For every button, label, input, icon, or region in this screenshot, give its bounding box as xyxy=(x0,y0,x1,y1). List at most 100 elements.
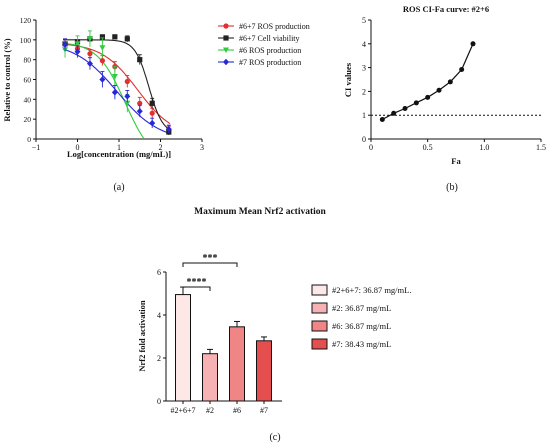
panel-a-y-tick-label: 120 xyxy=(20,16,32,25)
panel-c-bar xyxy=(202,353,218,402)
panel-b-data-point xyxy=(459,67,465,73)
panel-a-data-point xyxy=(136,108,143,115)
panel-a-data-point xyxy=(99,76,106,83)
panel-c-legend-swatch xyxy=(311,284,328,296)
panel-a-y-tick-label: 60 xyxy=(24,76,32,85)
panel-c-legend-label: #2: 36.87 mg/mL xyxy=(332,303,391,313)
panel-c-category-label: #7 xyxy=(260,406,268,415)
panel-c-legend-swatch xyxy=(311,338,328,350)
panel-a-data-point xyxy=(111,74,118,80)
panel-c-y-label: Nrf2 fold activation xyxy=(137,300,147,372)
panel-c-legend-label: #7: 38.43 mg/mL xyxy=(332,339,391,349)
panel-b-label: (b) xyxy=(446,182,458,193)
panel-b-y-tick-label: 3 xyxy=(362,64,366,73)
panel-a-legend-marker xyxy=(223,58,229,66)
panel-b-ci-line xyxy=(382,43,474,121)
panel-a-data-point xyxy=(62,41,69,48)
panel-a-legend: #6+7 ROS production #6+7 Cell viability #6… xyxy=(218,22,310,67)
panel-a-y-tick-label: 80 xyxy=(24,56,32,65)
panel-a-data-point xyxy=(74,48,81,55)
panel-a-legend-marker xyxy=(223,23,229,29)
panel-a-y-tick-label: 20 xyxy=(24,115,32,124)
panel-c-y-tick-label: 0 xyxy=(157,397,161,406)
panel-b-x-label: Fa xyxy=(451,156,461,166)
panel-c-chart: Maximum Mean Nrf2 activation 0 2 4 6 #2+6+7… xyxy=(137,207,411,443)
panel-a-data-point xyxy=(149,110,155,116)
panel-a-fit-curve xyxy=(62,42,144,139)
panel-b-data-point xyxy=(447,79,453,85)
panel-a-y-tick-label: 0 xyxy=(27,135,31,144)
panel-c-significance-bracket xyxy=(182,286,211,291)
panel-a-y-tick-label: 100 xyxy=(20,36,32,45)
panel-a-data-point xyxy=(124,100,131,107)
panel-c-y-tick-label: 4 xyxy=(157,311,161,320)
panel-a-data-point xyxy=(124,36,130,42)
panel-a-data-point xyxy=(165,125,172,133)
panel-a-data-point xyxy=(86,36,93,42)
panel-a-legend-marker xyxy=(223,35,229,41)
panel-c-label: (c) xyxy=(269,432,280,443)
panel-a-data-point xyxy=(87,51,93,57)
panel-c-significance-bracket xyxy=(182,262,238,267)
panel-a-legend-label: #6+7 Cell viability xyxy=(239,34,300,43)
panel-a-x-tick-label: 2 xyxy=(159,143,163,152)
panel-a-data-point xyxy=(149,119,156,127)
panel-b-data-point xyxy=(379,116,385,122)
panel-a-legend-label: #6+7 ROS production xyxy=(239,22,310,31)
panel-a-x-label: Log[concentration (mg/mL)] xyxy=(67,149,171,159)
panel-c-bar xyxy=(229,326,245,402)
panel-a-data-point xyxy=(111,89,118,96)
panel-c-title: Maximum Mean Nrf2 activation xyxy=(194,207,326,217)
panel-a-x-tick-label: −1 xyxy=(32,143,41,152)
panel-b-x-tick-label: 1.0 xyxy=(479,143,489,152)
panel-a-data-point xyxy=(74,41,81,47)
panel-a-data-point xyxy=(86,60,93,67)
panel-c-legend-swatch xyxy=(311,302,328,314)
panel-a-x-tick-label: 0 xyxy=(76,143,80,152)
panel-b-y-tick-label: 1 xyxy=(362,111,366,120)
panel-c-legend-label: #6: 36.87 mg/mL xyxy=(332,321,391,331)
panel-a-data-point xyxy=(124,93,131,100)
panel-b-data-point xyxy=(425,94,431,100)
panel-c-significance-label: *** xyxy=(203,253,218,264)
panel-c-category-label: #6 xyxy=(233,406,241,415)
panel-a-data-point xyxy=(112,34,118,40)
panel-a-data-point xyxy=(99,45,106,51)
panel-a-data-point xyxy=(99,58,105,64)
panel-a-data-point xyxy=(99,34,105,40)
panel-c-category-label: #2+6+7 xyxy=(170,406,195,415)
panel-a-data-point xyxy=(137,100,143,106)
panel-c-significance-label: **** xyxy=(187,277,207,288)
panel-a-data-point xyxy=(124,78,130,85)
panel-b-title: ROS CI-Fa curve: #2+6 xyxy=(403,4,489,14)
panel-a-label: (a) xyxy=(113,182,124,193)
panel-b-chart: ROS CI-Fa curve: #2+6 0 0.5 1.0 1.5 0 1 2 3 4 5 F… xyxy=(343,4,546,193)
panel-c-y-tick-label: 6 xyxy=(157,268,161,277)
panel-c-bar xyxy=(175,294,191,402)
panel-b-x-tick-label: 0.5 xyxy=(423,143,433,152)
panel-c-legend-swatch xyxy=(311,320,328,332)
panel-a-x-tick-label: 3 xyxy=(200,143,204,152)
panel-c-legend-label: #2+6+7: 36.87 mg/mL. xyxy=(332,285,411,295)
panel-a-legend-label: #6 ROS production xyxy=(239,46,301,55)
panel-b-y-label: CI values xyxy=(343,62,353,97)
panel-b-data-point xyxy=(413,100,419,106)
panel-a-y-label: Relative to control (%) xyxy=(2,38,12,121)
panel-b-y-tick-label: 4 xyxy=(362,40,366,49)
panel-b-y-tick-label: 2 xyxy=(362,87,366,96)
panel-a-data-point xyxy=(137,57,143,63)
panel-c-bar xyxy=(256,340,272,402)
panel-b-y-tick-label: 5 xyxy=(362,16,366,25)
panel-b-y-tick-label: 0 xyxy=(362,135,366,144)
panel-b-data-point xyxy=(470,41,476,47)
panel-b-x-tick-label: 1.5 xyxy=(536,143,546,152)
panel-b-x-tick-label: 0 xyxy=(369,143,373,152)
panel-a-legend-marker xyxy=(223,47,229,53)
panel-a-x-tick-label: 1 xyxy=(117,143,121,152)
panel-a-y-tick-label: 40 xyxy=(24,95,32,104)
panel-a-data-point xyxy=(149,100,155,106)
panel-b-data-point xyxy=(391,110,397,116)
panel-a-legend-label: #7 ROS production xyxy=(239,58,301,67)
